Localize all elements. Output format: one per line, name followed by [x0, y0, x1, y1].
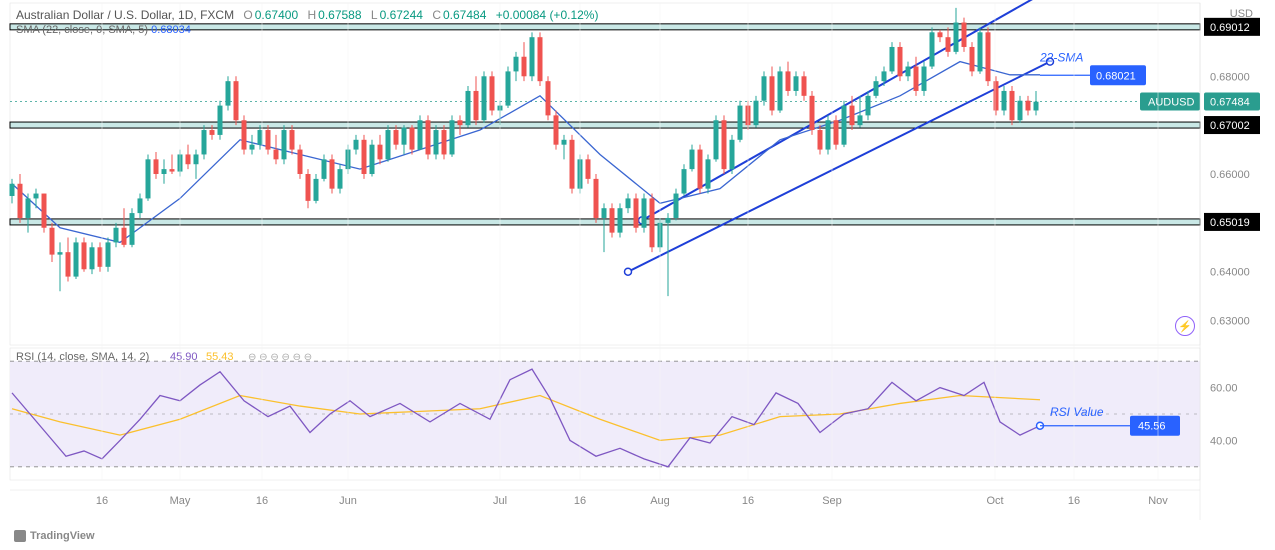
- flash-icon[interactable]: ⚡: [1175, 316, 1195, 336]
- sma-indicator-label[interactable]: SMA (22, close, 0, SMA, 5) 0.68034: [16, 24, 191, 36]
- svg-text:0.65019: 0.65019: [1210, 217, 1250, 229]
- svg-text:0.68021: 0.68021: [1096, 70, 1136, 82]
- sma-value: 0.68034: [151, 24, 191, 36]
- svg-text:60.00: 60.00: [1210, 383, 1238, 395]
- ohlc-h-value: 0.67588: [318, 8, 361, 22]
- instrument-title[interactable]: Australian Dollar / U.S. Dollar, 1D, FXC…: [16, 8, 234, 22]
- ohlc-l-value: 0.67244: [380, 8, 423, 22]
- svg-text:0.68000: 0.68000: [1210, 71, 1250, 83]
- svg-text:0.67002: 0.67002: [1210, 120, 1250, 132]
- svg-text:Sep: Sep: [822, 495, 842, 507]
- svg-text:45.90: 45.90: [170, 351, 198, 363]
- svg-text:0.63000: 0.63000: [1210, 316, 1250, 328]
- svg-text:16: 16: [256, 495, 268, 507]
- svg-text:Jun: Jun: [339, 495, 357, 507]
- svg-text:RSI (14, close, SMA, 14, 2): RSI (14, close, SMA, 14, 2): [16, 351, 149, 363]
- currency-label[interactable]: USD: [1230, 8, 1253, 20]
- ohlc-change: +0.00084 (+0.12%): [496, 8, 599, 22]
- svg-text:55.43: 55.43: [206, 351, 234, 363]
- svg-text:0.69012: 0.69012: [1210, 22, 1250, 34]
- ohlc-h-label: H: [307, 8, 316, 22]
- svg-text:May: May: [170, 495, 191, 507]
- svg-text:22-SMA: 22-SMA: [1039, 51, 1083, 65]
- svg-text:0.64000: 0.64000: [1210, 267, 1250, 279]
- svg-text:AUDUSD: AUDUSD: [1148, 96, 1195, 108]
- chart-header: Australian Dollar / U.S. Dollar, 1D, FXC…: [16, 8, 598, 22]
- svg-text:Oct: Oct: [986, 495, 1003, 507]
- ohlc-c-label: C: [432, 8, 441, 22]
- svg-text:40.00: 40.00: [1210, 435, 1238, 447]
- svg-text:⊖ ⊖ ⊖ ⊖ ⊖ ⊖: ⊖ ⊖ ⊖ ⊖ ⊖ ⊖: [248, 352, 312, 363]
- chart-svg[interactable]: 0.630000.640000.650000.660000.670000.680…: [0, 0, 1275, 550]
- ohlc-o-value: 0.67400: [255, 8, 298, 22]
- svg-text:0.66000: 0.66000: [1210, 169, 1250, 181]
- svg-text:RSI Value: RSI Value: [1050, 405, 1104, 419]
- svg-text:16: 16: [574, 495, 586, 507]
- svg-text:16: 16: [742, 495, 754, 507]
- tradingview-logo[interactable]: TradingView: [14, 530, 95, 542]
- svg-text:0.67484: 0.67484: [1210, 96, 1250, 108]
- svg-text:16: 16: [1068, 495, 1080, 507]
- ohlc-o-label: O: [243, 8, 252, 22]
- ohlc-c-value: 0.67484: [443, 8, 486, 22]
- ohlc-l-label: L: [371, 8, 378, 22]
- sma-text: SMA (22, close, 0, SMA, 5): [16, 24, 148, 36]
- svg-text:Aug: Aug: [650, 495, 670, 507]
- svg-text:Jul: Jul: [493, 495, 507, 507]
- svg-text:Nov: Nov: [1148, 495, 1168, 507]
- svg-text:45.56: 45.56: [1138, 421, 1166, 433]
- svg-text:16: 16: [96, 495, 108, 507]
